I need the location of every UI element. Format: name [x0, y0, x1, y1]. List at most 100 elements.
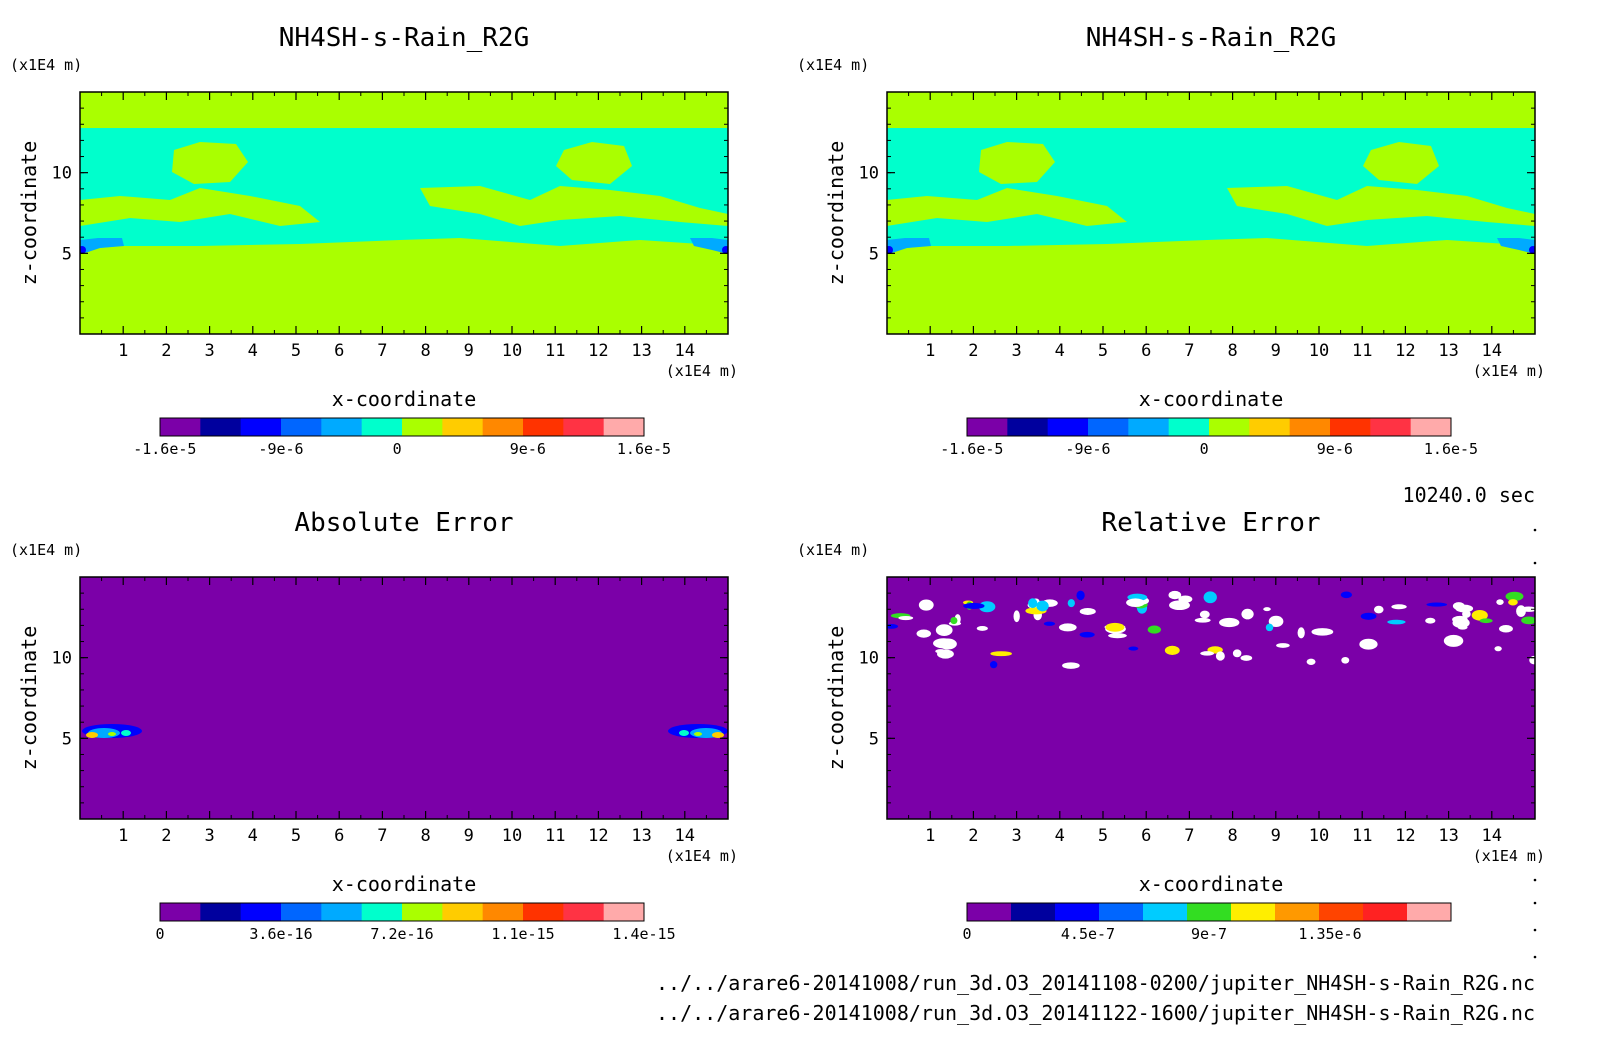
x-ticks: 1 2 3 4 5 6 7 8 9 10 11 12 13 14: [101, 92, 707, 361]
colorbar-swatch: [1410, 418, 1452, 436]
x-tick-label: 2: [968, 341, 978, 361]
colorbar-tick-label: -9e-6: [1065, 440, 1110, 458]
colorbar-frame: [966, 417, 1452, 437]
colorbar-swatch: [603, 418, 645, 436]
field-patch-green: [172, 142, 248, 184]
y-tick-label: 5: [869, 729, 879, 749]
x-unit-label: (x1E4 m): [1473, 847, 1545, 865]
error-speckle: [1496, 599, 1504, 605]
colorbar-tick-label: 0: [393, 440, 402, 458]
field-spot-dark: [722, 246, 728, 254]
error-speckle: [1199, 610, 1210, 619]
x-tick-label: 4: [1055, 826, 1065, 846]
colorbar-swatch: [482, 903, 524, 921]
x-tick-label: 6: [334, 341, 344, 361]
error-speckle: [935, 624, 953, 636]
error-speckle: [1076, 590, 1085, 601]
colorbar-swatch: [482, 418, 524, 436]
field-patch-green: [887, 188, 1127, 226]
error-speckle: [1391, 604, 1407, 610]
colorbar-swatch: [321, 418, 363, 436]
colorbar-swatch: [200, 418, 242, 436]
x-tick-label: 1: [925, 826, 935, 846]
x-tick-label: 6: [1141, 826, 1151, 846]
x-tick-label: 4: [1055, 341, 1065, 361]
error-speckle: [1164, 645, 1180, 655]
error-speckle: [1215, 651, 1225, 661]
field-patch-blue: [690, 238, 728, 254]
colorbar-swatch: [240, 418, 282, 436]
x-tick-label: 8: [1227, 826, 1237, 846]
error-speckle: [1265, 623, 1274, 632]
x-tick-label: 1: [118, 341, 128, 361]
margin-dots: [1533, 528, 1537, 959]
colorbar-swatch: [523, 418, 564, 436]
x-tick-label: 3: [204, 826, 214, 846]
colorbar-swatch: [1289, 418, 1331, 436]
colorbar-tick-label: 0: [962, 925, 971, 943]
error-speckle: [1079, 631, 1095, 638]
x-unit-label: (x1E4 m): [666, 847, 738, 865]
error-speckle: [1443, 634, 1464, 647]
x-axis-label: x-coordinate: [1139, 387, 1284, 411]
panel-title: Absolute Error: [294, 508, 513, 538]
error-speckle: [1387, 619, 1406, 625]
colorbar-swatch: [563, 418, 605, 436]
x-tick-label: 13: [1438, 341, 1458, 361]
x-tick-label: 7: [377, 341, 387, 361]
x-tick-label: 9: [464, 341, 474, 361]
x-tick-label: 4: [248, 341, 258, 361]
field-spot-dark: [887, 246, 893, 254]
x-tick-label: 10: [1309, 826, 1329, 846]
colorbar-tick-label: 9e-6: [1317, 440, 1353, 458]
x-tick-label: 3: [1011, 826, 1021, 846]
error-speckle: [1457, 625, 1468, 630]
colorbar-frame: [966, 902, 1452, 922]
error-speckle: [1203, 591, 1217, 604]
file-path-2: ../../arare6-20141008/run_3d.O3_20141122…: [656, 1001, 1535, 1025]
x-tick-label: 7: [1184, 826, 1194, 846]
error-speckle: [1219, 617, 1240, 628]
colorbar-swatch: [1007, 418, 1049, 436]
error-speckle: [990, 651, 1012, 657]
x-tick-label: 7: [377, 826, 387, 846]
error-speckle: [1341, 656, 1350, 664]
colorbar-swatch: [1275, 903, 1320, 921]
x-tick-label: 8: [420, 341, 430, 361]
x-ticks: 1 2 3 4 5 6 7 8 9 10 11 12 13 14: [908, 92, 1514, 361]
x-ticks: 1 2 3 4 5 6 7 8 9 10 11 12 13 14: [101, 577, 707, 846]
error-speckle: [1108, 633, 1127, 639]
error-speckle: [1425, 617, 1436, 624]
error-speckle: [1043, 621, 1056, 626]
y-ticks: 5 10: [859, 107, 1535, 319]
colorbar-swatch: [321, 903, 363, 921]
colorbar-tick-label: 1.1e-15: [491, 925, 554, 943]
error-speckle: [916, 629, 932, 638]
error-speckle: [989, 661, 998, 669]
colorbar-tick-label: 0: [155, 925, 164, 943]
error-speckle: [1232, 649, 1242, 658]
field-background: [887, 577, 1535, 819]
colorbar-tick-label: -1.6e-5: [133, 440, 196, 458]
colorbar-swatch: [281, 903, 322, 921]
error-speckle: [976, 626, 988, 631]
colorbar-swatch: [361, 903, 403, 921]
colorbar-swatch: [1187, 903, 1232, 921]
colorbar-swatch: [1055, 903, 1100, 921]
x-tick-label: 9: [1271, 341, 1281, 361]
y-tick-label: 5: [869, 244, 879, 264]
colorbar-swatch: [160, 418, 201, 436]
x-tick-label: 4: [248, 826, 258, 846]
colorbar: 0 3.6e-16 7.2e-16 1.1e-15 1.4e-15: [155, 902, 676, 943]
error-speckle: [1452, 617, 1470, 629]
x-tick-label: 14: [1482, 826, 1502, 846]
error-speckle: [918, 599, 934, 611]
file-path-1: ../../arare6-20141008/run_3d.O3_20141108…: [656, 971, 1535, 995]
error-speckle: [1079, 607, 1096, 615]
field-patch-green: [556, 142, 632, 184]
error-speckle: [1126, 598, 1145, 607]
colorbar-swatch: [967, 418, 1008, 436]
error-speckle: [1241, 608, 1254, 620]
